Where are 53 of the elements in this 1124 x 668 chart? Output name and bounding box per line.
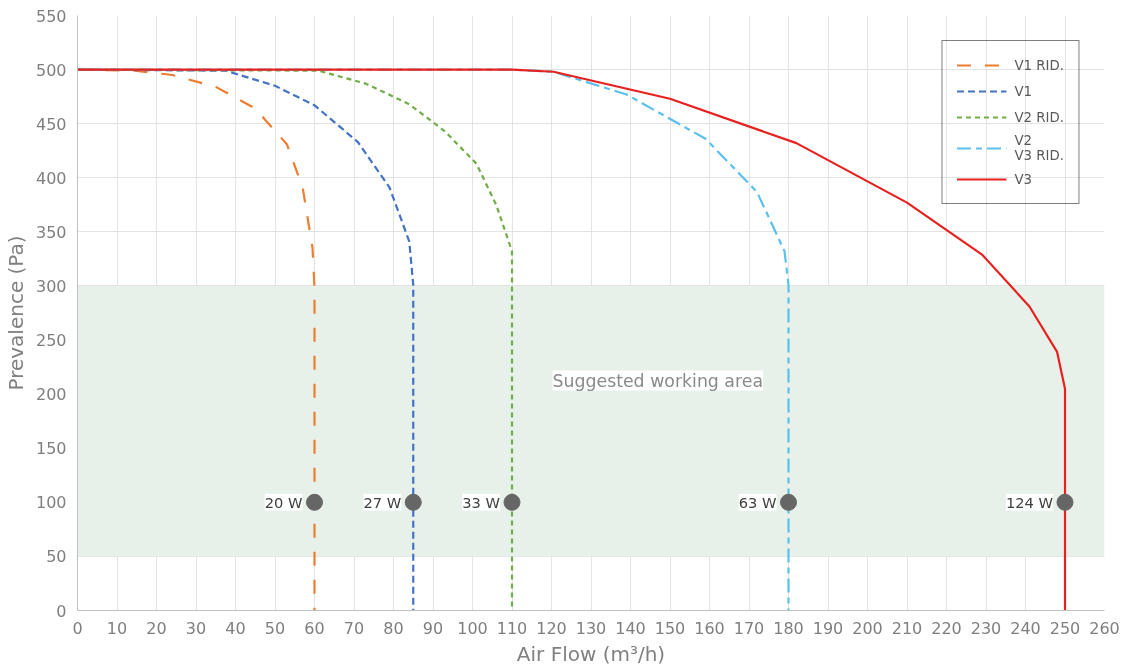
x-tick-label: 90 [422, 618, 444, 638]
x-tick-label: 0 [72, 618, 83, 638]
legend-label: V3 [1014, 171, 1034, 187]
y-tick-label: 450 [35, 114, 67, 134]
x-tick-label: 190 [812, 618, 844, 638]
y-tick-label: 150 [35, 439, 67, 459]
x-tick-label: 240 [1010, 618, 1041, 638]
x-tick-label: 120 [536, 618, 567, 638]
annotation: 33 W [462, 493, 501, 511]
x-tick-label: 20 [146, 618, 167, 638]
y-tick-label: 300 [35, 276, 67, 296]
legend-label: V2 RID. [1014, 109, 1064, 125]
y-tick-label: 400 [35, 168, 67, 188]
legend-label: V1 [1014, 83, 1034, 99]
x-tick-label: 210 [891, 618, 923, 638]
x-tick-label: 130 [575, 618, 607, 638]
legend-label: V2 V3 RID. [1014, 133, 1064, 163]
y-tick-label: 100 [35, 493, 67, 513]
x-tick-label: 230 [970, 618, 1002, 638]
x-tick-label: 250 [1049, 618, 1081, 638]
x-tick-label: 70 [343, 618, 365, 638]
x-tick-label: 180 [773, 618, 804, 638]
y-tick-label: 550 [35, 6, 67, 26]
x-tick-label: 140 [615, 618, 646, 638]
x-tick-label: 220 [931, 618, 962, 638]
x-tick-label: 170 [733, 618, 765, 638]
x-tick-label: 60 [304, 618, 325, 638]
x-tick-label: 100 [457, 618, 488, 638]
x-axis-title: Air Flow (m³/h) [516, 641, 666, 666]
y-tick-label: 50 [46, 547, 67, 567]
x-tick-label: 80 [383, 618, 404, 638]
x-tick-label: 10 [106, 618, 128, 638]
line-series [77, 68, 1067, 611]
x-tick-label: 150 [654, 618, 686, 638]
x-tick-label: 40 [225, 618, 246, 638]
x-tick-label: 30 [185, 618, 207, 638]
y-tick-label: 500 [35, 60, 67, 80]
legend-label: V1 RID. [1014, 57, 1064, 73]
band-label: Suggested working area [552, 370, 764, 391]
annotation: 63 W [738, 493, 778, 511]
x-tick-label: 160 [694, 618, 725, 638]
y-tick-label: 250 [35, 331, 67, 351]
x-tick-label: 50 [264, 618, 286, 638]
x-tick-label: 110 [496, 618, 528, 638]
y-axis-title: Prevalence (Pa) [3, 235, 28, 391]
x-tick-label: 260 [1089, 618, 1120, 638]
annotation: 124 W [1005, 493, 1054, 511]
annotation: 20 W [264, 493, 304, 511]
y-tick-label: 200 [35, 385, 67, 405]
x-tick-label: 200 [852, 618, 883, 638]
y-tick-label: 0 [56, 601, 67, 621]
y-tick-label: 350 [35, 222, 67, 242]
annotation: 27 W [363, 493, 402, 511]
